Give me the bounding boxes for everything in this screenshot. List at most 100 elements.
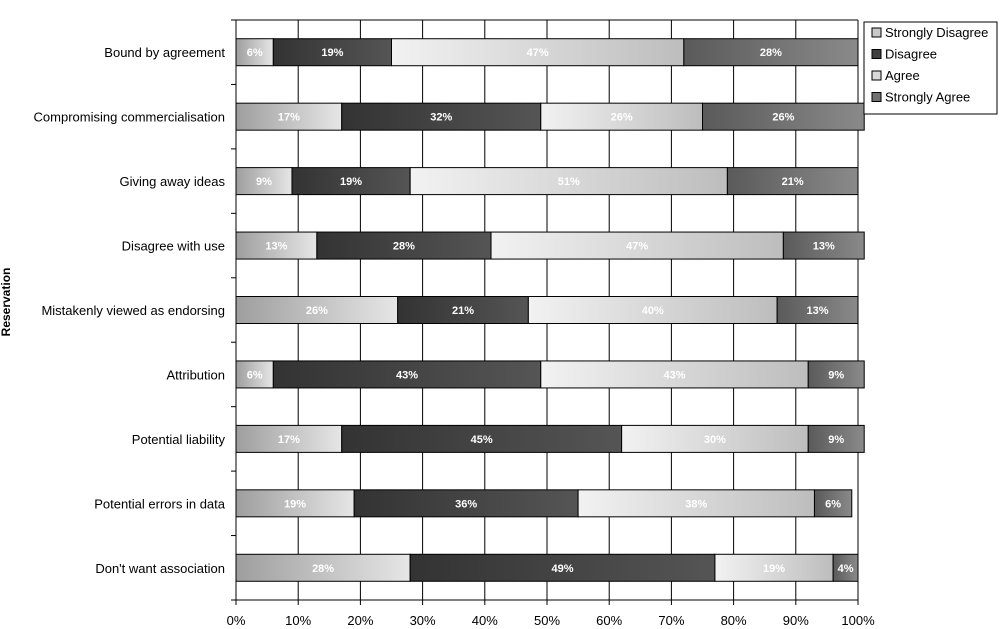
bar-segment <box>391 38 685 67</box>
data-label: 30% <box>704 434 726 446</box>
data-label: 21% <box>782 176 804 188</box>
data-label: 26% <box>306 305 328 317</box>
x-tick-label: 20% <box>347 613 373 628</box>
category-label: Don't want association <box>95 561 225 576</box>
data-label: 6% <box>247 47 263 59</box>
bar-segment <box>341 424 623 453</box>
bar-segment <box>409 553 716 582</box>
bar-segment <box>714 553 834 582</box>
data-label: 26% <box>772 112 794 124</box>
data-label: 13% <box>807 305 829 317</box>
category-label: Potential errors in data <box>94 496 226 511</box>
data-label: 49% <box>552 563 574 575</box>
data-label: 6% <box>825 498 841 510</box>
legend-frame <box>863 21 998 115</box>
data-label: 19% <box>284 498 306 510</box>
y-axis-label: Reservation <box>0 268 13 337</box>
data-label: 43% <box>396 369 418 381</box>
bar-segment <box>683 38 859 67</box>
data-label: 28% <box>393 241 415 253</box>
bar-segment <box>235 489 355 518</box>
bar-segment <box>776 296 859 324</box>
bar-segment <box>409 167 728 196</box>
category-label: Compromising commercialisation <box>34 110 225 125</box>
x-tick-label: 80% <box>721 613 747 628</box>
bar-segment <box>702 102 865 131</box>
bar-segment <box>832 553 859 582</box>
x-tick-label: 0% <box>227 613 246 628</box>
x-tick-label: 10% <box>285 613 311 628</box>
bar-segment <box>235 102 343 131</box>
bar-segment <box>540 360 809 389</box>
legend-label: Agree <box>885 68 920 83</box>
bar-segment <box>235 360 274 389</box>
bar-segment <box>235 231 318 260</box>
data-label: 36% <box>455 498 477 510</box>
category-label: Disagree with use <box>122 239 225 254</box>
legend-label: Strongly Disagree <box>885 25 988 40</box>
x-tick-label: 50% <box>534 613 560 628</box>
data-label: 19% <box>340 176 362 188</box>
data-label: 19% <box>321 47 343 59</box>
data-label: 43% <box>663 369 685 381</box>
data-label: 40% <box>642 305 664 317</box>
data-label: 13% <box>813 241 835 253</box>
bar-segment <box>782 231 865 260</box>
data-label: 6% <box>247 369 263 381</box>
data-label: 32% <box>430 112 452 124</box>
x-tick-labels: 0% 10% 20% 30% 40% 50% 60% 70% 80% 90% 100% <box>227 613 875 628</box>
data-label: 13% <box>265 241 287 253</box>
bar-segment <box>621 424 809 453</box>
bar-segment <box>235 553 411 582</box>
data-label: 9% <box>828 369 844 381</box>
category-label: Bound by agreement <box>104 45 225 60</box>
bar-segment <box>272 38 393 67</box>
category-label: Mistakenly viewed as endorsing <box>41 303 225 318</box>
x-tick-label: 70% <box>658 613 684 628</box>
bar-segment <box>291 167 411 196</box>
bar-segment <box>272 360 542 389</box>
data-label: 4% <box>838 563 854 575</box>
bar-segment <box>540 102 704 131</box>
category-labels: Bound by agreement Compromising commercia… <box>34 45 226 576</box>
bar-segment <box>726 167 859 196</box>
bar-segment <box>577 489 815 518</box>
bar-segment <box>807 360 865 389</box>
x-tick-label: 60% <box>596 613 622 628</box>
bars: 6% 19% 47% 28% 17% 32% 26% 26% 9% 19% 51% 21% 13% 28%… <box>235 38 865 582</box>
x-tick-label: 30% <box>410 613 436 628</box>
legend-swatch <box>871 92 882 102</box>
legend-swatch <box>871 27 882 38</box>
bar-segment <box>527 296 778 324</box>
category-label: Giving away ideas <box>120 174 226 189</box>
legend-swatch <box>871 70 882 81</box>
data-label: 19% <box>763 563 785 575</box>
x-tick-label: 100% <box>841 613 875 628</box>
data-label: 28% <box>312 563 334 575</box>
bar-segment <box>316 231 492 260</box>
bar-segment <box>235 38 274 67</box>
data-label: 51% <box>558 176 580 188</box>
data-label: 47% <box>626 241 648 253</box>
legend-label: Strongly Agree <box>885 90 970 105</box>
x-tick-label: 90% <box>783 613 809 628</box>
data-label: 21% <box>452 305 474 317</box>
data-label: 28% <box>760 47 782 59</box>
x-tick-label: 40% <box>472 613 498 628</box>
data-label: 26% <box>611 112 633 124</box>
data-label: 17% <box>278 434 300 446</box>
data-label: 47% <box>527 47 549 59</box>
bar-segment <box>807 424 865 453</box>
bar-segment <box>341 102 542 131</box>
bar-segment <box>397 296 529 324</box>
legend: Strongly Disagree Disagree Agree Strongly A… <box>863 21 998 115</box>
bar-segment <box>235 296 399 324</box>
data-label: 17% <box>278 112 300 124</box>
bar-segment <box>235 424 343 453</box>
data-label: 45% <box>471 434 493 446</box>
category-label: Attribution <box>166 367 225 382</box>
data-label: 9% <box>828 434 844 446</box>
bar-segment <box>235 167 293 196</box>
